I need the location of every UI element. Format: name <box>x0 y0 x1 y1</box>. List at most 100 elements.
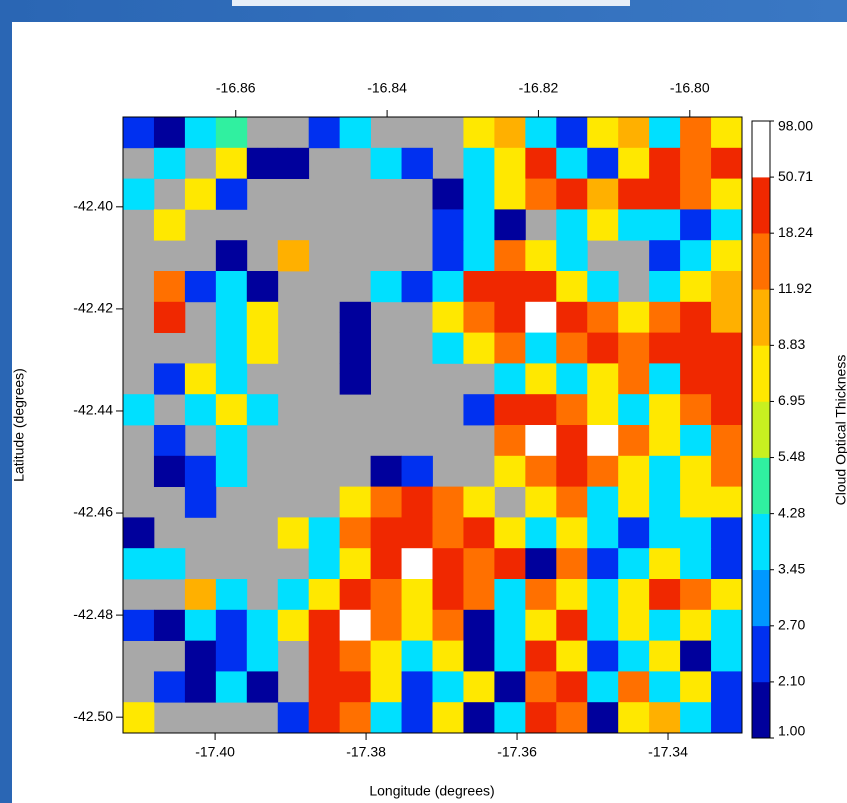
heatmap-cell <box>711 209 743 241</box>
heatmap-cell <box>123 609 155 641</box>
heatmap-cell <box>370 609 402 641</box>
heatmap-cell <box>711 332 743 364</box>
heatmap-cell <box>711 486 743 518</box>
heatmap-cell <box>556 702 588 734</box>
heatmap-cell <box>153 147 186 179</box>
heatmap-cell <box>649 394 681 426</box>
heatmap-cell <box>215 117 248 149</box>
heatmap-cell <box>432 671 464 703</box>
heatmap-cell <box>401 147 433 179</box>
heatmap-cell <box>432 640 464 672</box>
heatmap-cell <box>525 425 557 457</box>
heatmap-cell <box>184 609 217 641</box>
heatmap-cell <box>525 486 557 518</box>
heatmap-cell <box>184 117 217 149</box>
heatmap-cell <box>246 394 279 426</box>
heatmap-cell <box>587 332 619 364</box>
heatmap-cell <box>525 702 557 734</box>
heatmap-cell <box>525 609 557 641</box>
heatmap-cell <box>153 609 186 641</box>
heatmap-cell <box>339 702 371 734</box>
y-axis-label: Latitude (degrees) <box>11 368 27 482</box>
heatmap-cell <box>308 517 341 549</box>
heatmap-cell <box>587 455 619 487</box>
heatmap-cell <box>277 147 310 179</box>
heatmap-cell <box>463 271 495 303</box>
heatmap-cell <box>649 425 681 457</box>
heatmap-cell <box>711 455 743 487</box>
heatmap-cell <box>711 178 743 210</box>
heatmap-cell <box>649 579 681 611</box>
heatmap-cell <box>463 702 495 734</box>
heatmap-cell <box>680 147 712 179</box>
heatmap-cell <box>432 178 464 210</box>
heatmap-cell <box>494 363 526 395</box>
heatmap-cell <box>432 609 464 641</box>
heatmap-cell <box>215 332 248 364</box>
heatmap-cell <box>680 702 712 734</box>
heatmap-cell <box>556 240 588 272</box>
heatmap-cell <box>432 579 464 611</box>
heatmap-cell <box>556 363 588 395</box>
heatmap-cell <box>649 702 681 734</box>
heatmap-cell <box>649 517 681 549</box>
heatmap-cell <box>649 609 681 641</box>
heatmap-cell <box>370 548 402 580</box>
colorbar-band <box>752 625 770 683</box>
heatmap-cell <box>587 640 619 672</box>
heatmap-cell <box>711 702 743 734</box>
heatmap-cell <box>618 702 650 734</box>
heatmap-cell <box>432 702 464 734</box>
heatmap-cell <box>680 209 712 241</box>
heatmap-cell <box>153 671 186 703</box>
heatmap-cell <box>649 240 681 272</box>
heatmap-cell <box>215 271 248 303</box>
heatmap-cell <box>215 178 248 210</box>
heatmap-cell <box>556 332 588 364</box>
heatmap-cell <box>215 363 248 395</box>
heatmap-cell <box>556 455 588 487</box>
heatmap-cell <box>370 702 402 734</box>
heatmap-cell <box>711 117 743 149</box>
heatmap-cell <box>401 640 433 672</box>
colorbar-band <box>752 345 770 402</box>
heatmap-cell <box>587 671 619 703</box>
heatmap-cell <box>215 609 248 641</box>
heatmap-cell <box>680 394 712 426</box>
heatmap-cell <box>401 579 433 611</box>
heatmap-cell <box>370 517 402 549</box>
heatmap-cell <box>587 209 619 241</box>
colorbar-tick-label: 3.45 <box>778 560 805 576</box>
heatmap-cell <box>618 671 650 703</box>
heatmap-cell <box>432 517 464 549</box>
heatmap-cell <box>494 640 526 672</box>
y-tick-label: -42.48 <box>73 606 113 622</box>
colorbar-tick-label: 11.92 <box>778 280 812 296</box>
heatmap-cell <box>215 671 248 703</box>
heatmap-cell <box>618 455 650 487</box>
heatmap-cell <box>463 209 495 241</box>
heatmap-cell <box>184 455 217 487</box>
colorbar-band <box>752 513 770 571</box>
heatmap-cell <box>556 548 588 580</box>
heatmap-cell <box>153 548 186 580</box>
heatmap-cell <box>525 178 557 210</box>
heatmap-cell <box>463 640 495 672</box>
x-tick-label: -17.40 <box>195 744 235 760</box>
heatmap-cell <box>494 609 526 641</box>
heatmap-cell <box>401 271 433 303</box>
heatmap-cell <box>339 579 371 611</box>
colorbar-band <box>752 289 770 346</box>
heatmap-cell <box>649 117 681 149</box>
heatmap-cell <box>618 548 650 580</box>
heatmap-cell <box>711 671 743 703</box>
heatmap-cell <box>556 178 588 210</box>
heatmap-cell <box>123 117 155 149</box>
heatmap-cell <box>618 394 650 426</box>
heatmap-cell <box>556 209 588 241</box>
heatmap-cell <box>246 301 279 333</box>
heatmap-cell <box>618 147 650 179</box>
heatmap-cell <box>680 609 712 641</box>
heatmap-cell <box>680 425 712 457</box>
heatmap-cell <box>246 640 279 672</box>
